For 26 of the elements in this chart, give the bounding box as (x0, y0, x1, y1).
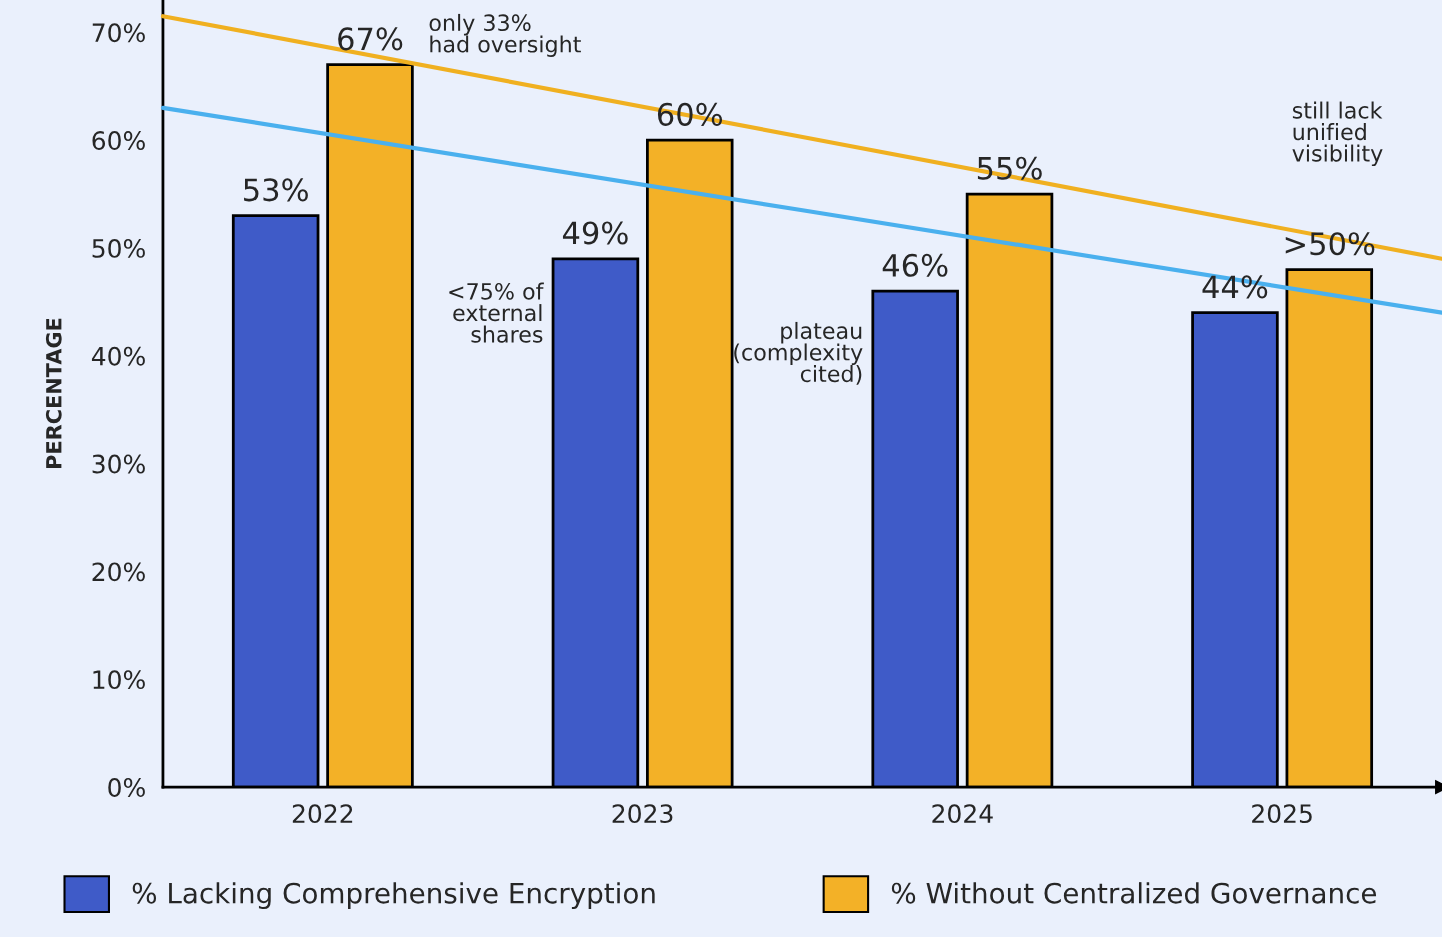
y-axis-title: PERCENTAGE (45, 318, 62, 468)
annotation: plateau (complexity cited) (734, 321, 863, 385)
x-tick-label: 2022 (292, 804, 353, 824)
y-tick-label: 0% (108, 778, 145, 797)
legend-label: % Without Centralized Governance (891, 882, 1377, 904)
legend-label: % Lacking Comprehensive Encryption (132, 882, 655, 910)
annotation: <75% of external shares (449, 282, 544, 343)
y-tick-label: 20% (92, 562, 145, 582)
annotation: only 33% had oversight (429, 13, 581, 57)
data-label: 67% (338, 27, 403, 51)
y-tick-label: 40% (91, 346, 145, 366)
y-tick-label: 50% (92, 238, 145, 258)
data-label: 53% (244, 178, 308, 202)
annotation: still lack unified visibility (1292, 101, 1383, 167)
x-tick-label: 2024 (932, 804, 993, 824)
data-label: 49% (562, 221, 628, 245)
data-label: 44% (1202, 275, 1268, 299)
data-label: >50% (1285, 232, 1375, 256)
x-tick-label: 2025 (1252, 804, 1312, 824)
x-tick-label: 2023 (612, 804, 673, 824)
y-tick-label: 60% (92, 131, 145, 151)
data-label: 55% (977, 156, 1042, 180)
y-tick-label: 10% (93, 670, 145, 690)
y-tick-label: 70% (92, 23, 145, 43)
data-label: 46% (882, 253, 948, 277)
y-tick-label: 30% (92, 454, 145, 474)
